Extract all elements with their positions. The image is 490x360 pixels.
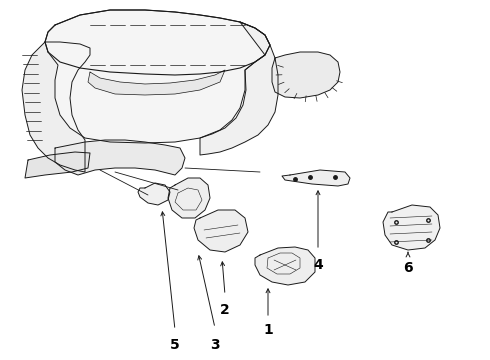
Polygon shape bbox=[55, 140, 185, 175]
Text: 1: 1 bbox=[263, 323, 273, 337]
Polygon shape bbox=[22, 42, 90, 172]
Polygon shape bbox=[88, 70, 225, 95]
Polygon shape bbox=[138, 183, 170, 205]
Polygon shape bbox=[25, 152, 90, 178]
Text: 3: 3 bbox=[210, 338, 220, 352]
Polygon shape bbox=[45, 10, 270, 75]
Text: 5: 5 bbox=[170, 338, 180, 352]
Text: 6: 6 bbox=[403, 261, 413, 275]
Text: 4: 4 bbox=[313, 258, 323, 272]
Polygon shape bbox=[282, 170, 350, 186]
Polygon shape bbox=[168, 178, 210, 218]
Polygon shape bbox=[272, 52, 340, 98]
Polygon shape bbox=[255, 247, 315, 285]
Polygon shape bbox=[200, 22, 278, 155]
Polygon shape bbox=[383, 205, 440, 250]
Polygon shape bbox=[45, 10, 270, 143]
Polygon shape bbox=[194, 210, 248, 252]
Text: 2: 2 bbox=[220, 303, 230, 317]
